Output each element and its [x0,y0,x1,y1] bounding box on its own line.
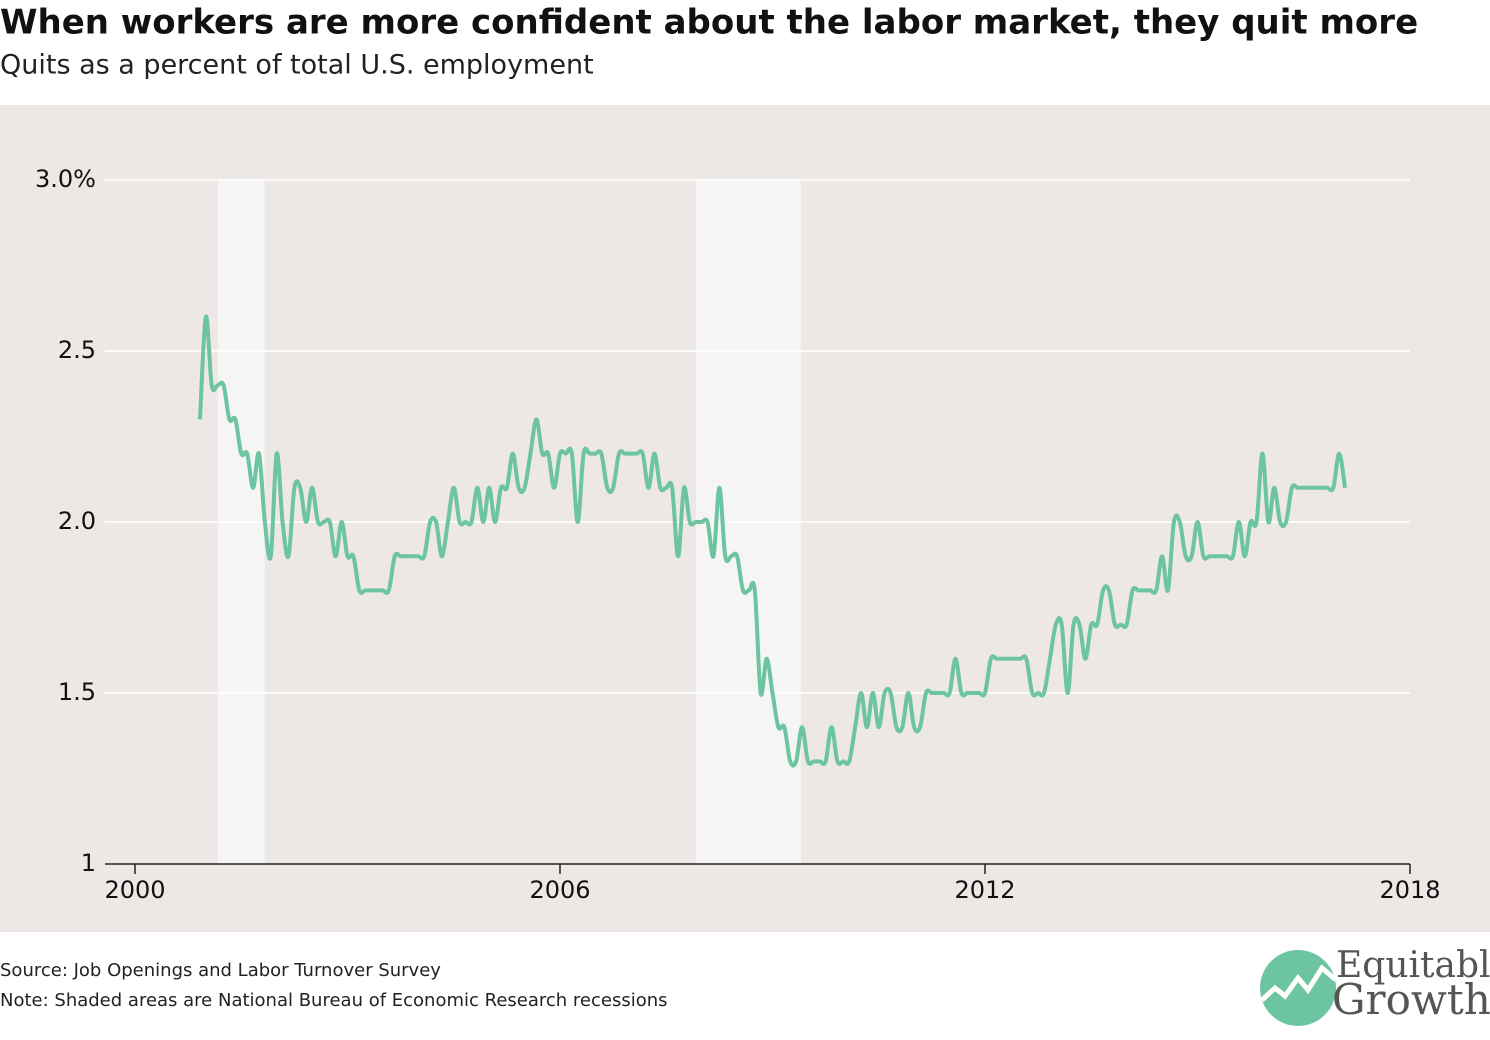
source: Source: Job Openings and Labor Turnover … [0,960,441,981]
chart-subtitle: Quits as a percent of total U.S. employm… [0,50,594,81]
note: Note: Shaded areas are National Bureau o… [0,990,668,1011]
logo-text: Growth [1332,975,1490,1024]
x-tick-label: 2006 [529,876,590,904]
logo-zigzag [1260,964,1338,1002]
data-line [197,314,1348,768]
chart-title: When workers are more confident about th… [0,3,1418,43]
x-tick-label: 2018 [1379,876,1440,904]
plot-area: 3.0% 2.5 2.0 1.5 1 2000 2006 2012 2018 [35,165,1441,904]
logo-icon [1260,950,1336,1026]
y-tick-label: 3.0% [35,165,96,193]
y-tick-label: 1 [81,849,96,877]
y-tick-label: 1.5 [58,678,96,706]
x-tick-label: 2012 [954,876,1015,904]
y-tick-label: 2.0 [58,507,96,535]
x-tick-label: 2000 [104,876,165,904]
y-tick-label: 2.5 [58,336,96,364]
logo-text: Equitable [1336,945,1490,986]
logo: Equitable Growth [1260,945,1490,1026]
